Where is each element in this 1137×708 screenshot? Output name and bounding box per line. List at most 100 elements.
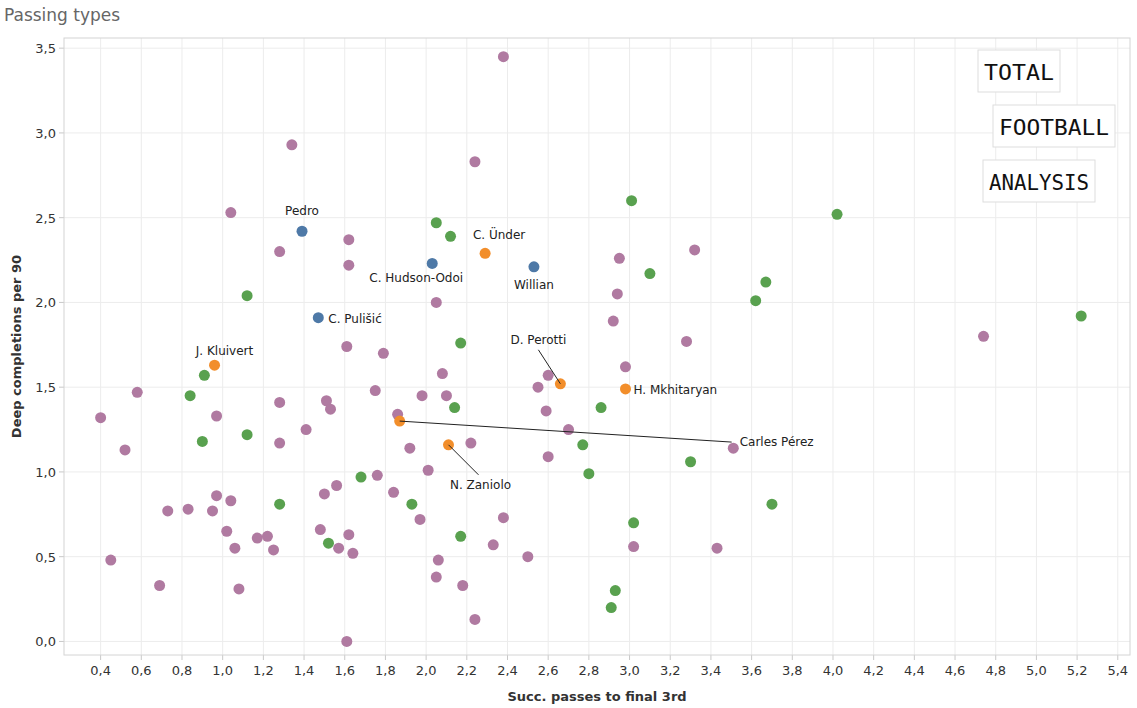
point bbox=[437, 368, 448, 379]
x-tick-label: 1,6 bbox=[334, 663, 355, 678]
point bbox=[319, 488, 330, 499]
point bbox=[199, 370, 210, 381]
x-tick-label: 2,8 bbox=[579, 663, 600, 678]
point bbox=[211, 410, 222, 421]
x-grid-line bbox=[263, 38, 264, 655]
y-tick bbox=[59, 556, 64, 557]
point bbox=[431, 297, 442, 308]
point bbox=[431, 217, 442, 228]
point bbox=[132, 387, 143, 398]
point bbox=[209, 360, 220, 371]
point bbox=[356, 472, 367, 483]
point bbox=[533, 382, 544, 393]
point bbox=[315, 524, 326, 535]
logo-text: FOOTBALL bbox=[999, 116, 1109, 140]
grid bbox=[64, 38, 1130, 655]
point bbox=[211, 490, 222, 501]
x-tick bbox=[181, 655, 182, 660]
x-grid-line bbox=[832, 38, 833, 655]
y-tick-label: 1,0 bbox=[35, 465, 56, 480]
x-grid-line bbox=[141, 38, 142, 655]
point bbox=[372, 470, 383, 481]
y-grid-line bbox=[64, 556, 1130, 557]
point-label: N. Zaniolo bbox=[450, 478, 511, 492]
x-tick bbox=[100, 655, 101, 660]
point bbox=[620, 383, 631, 394]
point-label: C. Ünder bbox=[473, 226, 525, 242]
x-tick bbox=[751, 655, 752, 660]
x-tick-label: 1,8 bbox=[375, 663, 396, 678]
logo-box bbox=[993, 105, 1115, 147]
x-axis-label: Succ. passes to final 3rd bbox=[507, 689, 686, 704]
x-grid-line bbox=[955, 38, 956, 655]
logo-box bbox=[978, 50, 1060, 92]
point bbox=[162, 505, 173, 516]
x-tick-label: 1,4 bbox=[294, 663, 315, 678]
point bbox=[455, 338, 466, 349]
plot-frame bbox=[64, 38, 1130, 655]
point bbox=[455, 531, 466, 542]
x-tick bbox=[466, 655, 467, 660]
point bbox=[286, 139, 297, 150]
x-tick bbox=[263, 655, 264, 660]
point bbox=[750, 295, 761, 306]
point bbox=[832, 209, 843, 220]
point bbox=[406, 499, 417, 510]
x-tick-label: 4,0 bbox=[823, 663, 844, 678]
point-label: C. Pulišić bbox=[328, 312, 382, 326]
point bbox=[441, 390, 452, 401]
x-grid-line bbox=[792, 38, 793, 655]
point bbox=[225, 495, 236, 506]
point-label: Willian bbox=[514, 278, 554, 292]
chart: Passing types0,40,60,81,01,21,41,61,82,0… bbox=[0, 0, 1137, 708]
point bbox=[469, 614, 480, 625]
point bbox=[183, 504, 194, 515]
y-tick bbox=[59, 132, 64, 133]
point bbox=[469, 156, 480, 167]
point bbox=[423, 465, 434, 476]
point bbox=[612, 288, 623, 299]
point bbox=[978, 331, 989, 342]
x-tick-label: 2,0 bbox=[416, 663, 437, 678]
x-tick bbox=[141, 655, 142, 660]
point bbox=[268, 544, 279, 555]
point-label: Pedro bbox=[285, 204, 319, 218]
point bbox=[445, 231, 456, 242]
point bbox=[681, 336, 692, 347]
x-tick bbox=[344, 655, 345, 660]
point bbox=[301, 424, 312, 435]
point bbox=[628, 517, 639, 528]
point bbox=[225, 207, 236, 218]
point bbox=[297, 226, 308, 237]
point bbox=[620, 361, 631, 372]
x-tick bbox=[914, 655, 915, 660]
x-tick-label: 2,4 bbox=[497, 663, 518, 678]
y-grid-line bbox=[64, 48, 1130, 49]
point bbox=[343, 234, 354, 245]
point bbox=[498, 51, 509, 62]
point bbox=[221, 526, 232, 537]
x-tick-label: 4,6 bbox=[945, 663, 966, 678]
x-tick-label: 3,6 bbox=[741, 663, 762, 678]
point bbox=[608, 316, 619, 327]
point bbox=[229, 543, 240, 554]
y-tick-label: 1,5 bbox=[35, 380, 56, 395]
point bbox=[343, 260, 354, 271]
y-grid-line bbox=[64, 132, 1130, 133]
x-tick-label: 1,2 bbox=[253, 663, 274, 678]
background bbox=[0, 0, 1137, 708]
x-tick-label: 0,8 bbox=[172, 663, 193, 678]
y-tick-label: 0,0 bbox=[35, 634, 56, 649]
point bbox=[343, 529, 354, 540]
x-tick bbox=[507, 655, 508, 660]
point bbox=[242, 290, 253, 301]
point bbox=[449, 402, 460, 413]
point bbox=[1076, 310, 1087, 321]
title: Passing types bbox=[4, 5, 120, 25]
point bbox=[323, 538, 334, 549]
x-grid-line bbox=[426, 38, 427, 655]
point bbox=[252, 533, 263, 544]
point-label: D. Perotti bbox=[510, 333, 566, 347]
x-tick bbox=[385, 655, 386, 660]
point bbox=[541, 405, 552, 416]
